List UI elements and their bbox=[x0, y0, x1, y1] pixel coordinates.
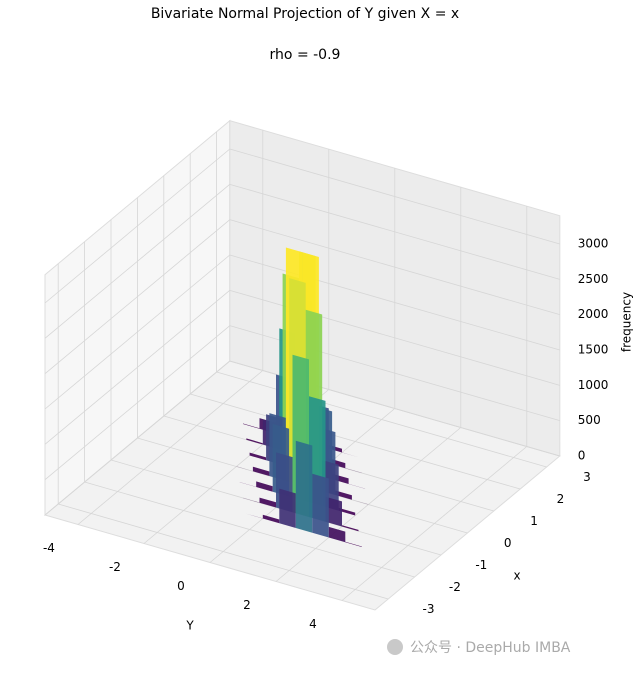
bar bbox=[342, 525, 359, 532]
x-tick-label: -2 bbox=[109, 560, 121, 574]
y-tick-label: -2 bbox=[449, 580, 461, 594]
grid-line bbox=[44, 290, 231, 445]
bar bbox=[348, 483, 366, 489]
bar bbox=[256, 481, 273, 492]
labels: -4 -2 0 2 4 -3 -2 -1 0 1 2 3 0 500 1000 1500 2000 2500 300… bbox=[43, 237, 608, 632]
bar bbox=[252, 466, 270, 476]
bar bbox=[246, 513, 263, 519]
y-tick-label: 2 bbox=[557, 492, 565, 506]
x-tick-label: -4 bbox=[43, 541, 55, 555]
grid-line bbox=[84, 481, 415, 578]
bar bbox=[249, 452, 267, 461]
grid-line bbox=[190, 393, 521, 490]
grid-line bbox=[229, 254, 560, 351]
z-tick-label: 1500 bbox=[578, 343, 609, 357]
bar bbox=[236, 466, 253, 472]
bar bbox=[342, 452, 359, 458]
z-tick-label: 500 bbox=[578, 413, 601, 427]
bar bbox=[351, 499, 369, 505]
z-axis-label: frequency bbox=[620, 292, 634, 352]
y-tick-label: 1 bbox=[530, 514, 538, 528]
y-tick-label: -1 bbox=[475, 558, 487, 572]
grid-line bbox=[216, 371, 547, 468]
bar bbox=[328, 526, 346, 543]
watermark: 公众号 · DeepHub IMBA bbox=[410, 640, 571, 656]
grid-line bbox=[44, 254, 231, 410]
bar bbox=[325, 496, 342, 527]
bar bbox=[335, 490, 352, 500]
z-tick-label: 3000 bbox=[578, 237, 609, 251]
grid-line bbox=[44, 148, 231, 304]
y-tick-label: -3 bbox=[423, 602, 435, 616]
x-tick-label: 4 bbox=[309, 617, 317, 631]
bar bbox=[345, 468, 362, 473]
grid-line bbox=[229, 183, 560, 280]
bar bbox=[262, 514, 280, 524]
grid-line bbox=[229, 219, 560, 316]
bar bbox=[279, 488, 296, 528]
bar bbox=[259, 497, 276, 508]
bars bbox=[163, 247, 441, 547]
grid-line bbox=[44, 184, 231, 339]
bar bbox=[295, 440, 313, 533]
z-tick-label: 0 bbox=[578, 449, 586, 463]
bar bbox=[312, 473, 329, 538]
watermark-icon bbox=[387, 639, 403, 655]
bar bbox=[345, 541, 362, 547]
bar bbox=[239, 482, 257, 487]
grid-line bbox=[44, 325, 231, 480]
bar bbox=[246, 438, 263, 445]
grid-line bbox=[44, 219, 231, 374]
chart-title: Bivariate Normal Projection of Y given X… bbox=[151, 6, 459, 22]
y-tick-label: 0 bbox=[504, 536, 512, 550]
x-axis-label: Y bbox=[185, 619, 194, 633]
z-tick-label: 2500 bbox=[578, 272, 609, 286]
grid-line bbox=[229, 148, 560, 245]
grid-line bbox=[44, 360, 231, 516]
bar bbox=[338, 507, 356, 516]
chart-subtitle: rho = -0.9 bbox=[270, 47, 341, 63]
x-tick-label: 2 bbox=[243, 598, 251, 612]
z-tick-label: 2000 bbox=[578, 307, 609, 321]
y-axis-label: x bbox=[513, 569, 520, 583]
x-tick-label: 0 bbox=[177, 579, 185, 593]
bar bbox=[243, 423, 260, 429]
y-tick-label: 3 bbox=[583, 470, 591, 484]
grid-line bbox=[58, 503, 389, 600]
z-tick-label: 1000 bbox=[578, 378, 609, 392]
bar bbox=[243, 497, 260, 503]
